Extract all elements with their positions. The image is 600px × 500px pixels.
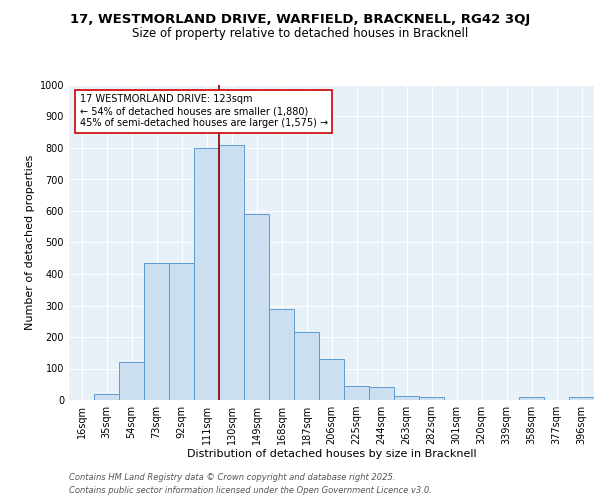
Bar bbox=[269, 308, 294, 400]
Bar bbox=[119, 362, 144, 400]
Y-axis label: Number of detached properties: Number of detached properties bbox=[25, 155, 35, 330]
Text: 17 WESTMORLAND DRIVE: 123sqm
← 54% of detached houses are smaller (1,880)
45% of: 17 WESTMORLAND DRIVE: 123sqm ← 54% of de… bbox=[79, 94, 328, 128]
Bar bbox=[169, 263, 194, 400]
Bar bbox=[369, 387, 394, 400]
Bar bbox=[294, 332, 319, 400]
Bar bbox=[144, 263, 169, 400]
Bar bbox=[219, 145, 244, 400]
Bar bbox=[344, 386, 369, 400]
Bar bbox=[569, 398, 594, 400]
Bar bbox=[519, 398, 544, 400]
Bar bbox=[194, 148, 219, 400]
Bar bbox=[244, 214, 269, 400]
Bar bbox=[94, 394, 119, 400]
Text: Size of property relative to detached houses in Bracknell: Size of property relative to detached ho… bbox=[132, 28, 468, 40]
Text: Contains HM Land Registry data © Crown copyright and database right 2025.: Contains HM Land Registry data © Crown c… bbox=[69, 472, 395, 482]
Bar bbox=[419, 397, 444, 400]
X-axis label: Distribution of detached houses by size in Bracknell: Distribution of detached houses by size … bbox=[187, 448, 476, 458]
Bar bbox=[394, 396, 419, 400]
Bar bbox=[319, 359, 344, 400]
Text: 17, WESTMORLAND DRIVE, WARFIELD, BRACKNELL, RG42 3QJ: 17, WESTMORLAND DRIVE, WARFIELD, BRACKNE… bbox=[70, 12, 530, 26]
Text: Contains public sector information licensed under the Open Government Licence v3: Contains public sector information licen… bbox=[69, 486, 432, 495]
